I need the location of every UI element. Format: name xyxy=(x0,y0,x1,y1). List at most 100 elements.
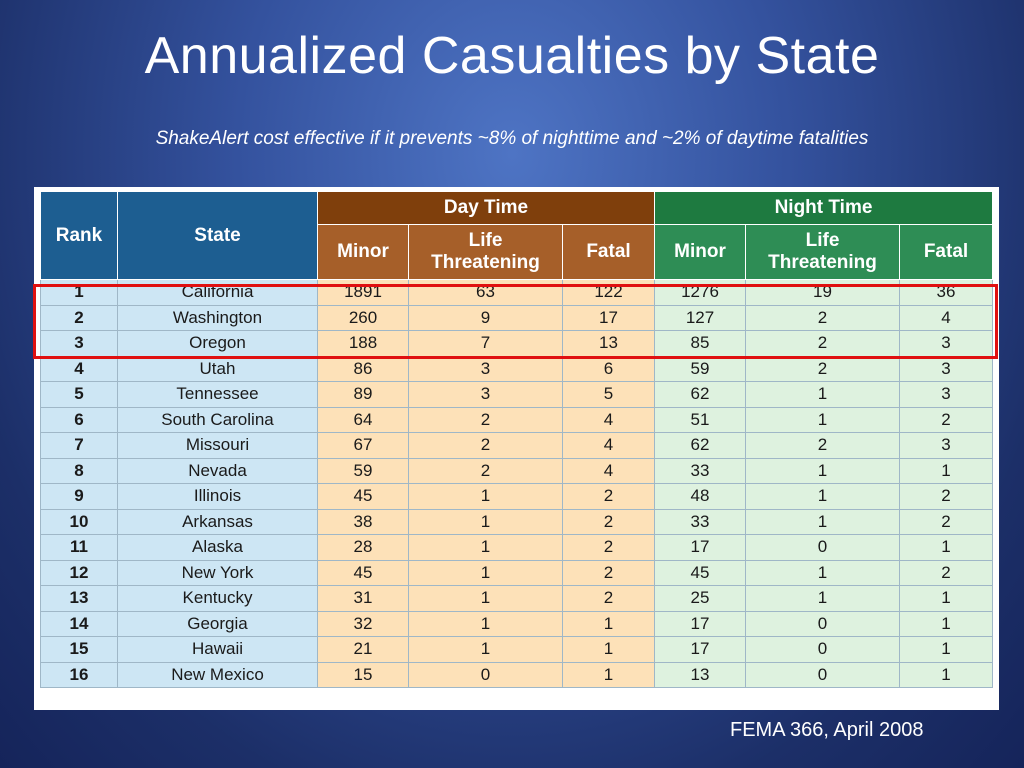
day-life-threatening-cell: 0 xyxy=(408,661,563,688)
day-fatal-cell: 4 xyxy=(562,432,655,459)
header-night-time: Night Time xyxy=(654,191,993,225)
table-row: 8 Nevada 59 2 4 33 1 1 xyxy=(40,457,993,484)
day-fatal-cell: 5 xyxy=(562,381,655,408)
night-fatal-cell: 4 xyxy=(899,304,993,331)
day-minor-cell: 28 xyxy=(317,534,409,561)
day-life-threatening-cell: 1 xyxy=(408,483,563,510)
night-fatal-cell: 1 xyxy=(899,610,993,637)
night-minor-cell: 17 xyxy=(654,534,746,561)
casualties-table-panel: Rank State Day Time Night Time Minor Lif… xyxy=(34,187,999,710)
night-minor-cell: 13 xyxy=(654,661,746,688)
header-night-life-label-1: Life xyxy=(805,230,840,251)
table-row: 11 Alaska 28 1 2 17 0 1 xyxy=(40,534,993,561)
night-life-threatening-cell: 1 xyxy=(745,457,900,484)
night-fatal-cell: 1 xyxy=(899,636,993,663)
table-row: 4 Utah 86 3 6 59 2 3 xyxy=(40,355,993,382)
night-fatal-cell: 2 xyxy=(899,406,993,433)
state-cell: New York xyxy=(117,559,318,586)
rank-cell: 1 xyxy=(40,279,118,306)
day-life-threatening-cell: 1 xyxy=(408,559,563,586)
day-life-threatening-cell: 63 xyxy=(408,279,563,306)
day-fatal-cell: 122 xyxy=(562,279,655,306)
table-row: 10 Arkansas 38 1 2 33 1 2 xyxy=(40,508,993,535)
state-cell: Kentucky xyxy=(117,585,318,612)
slide-subtitle: ShakeAlert cost effective if it prevents… xyxy=(155,128,869,149)
night-minor-cell: 127 xyxy=(654,304,746,331)
day-fatal-cell: 1 xyxy=(562,661,655,688)
night-fatal-cell: 1 xyxy=(899,585,993,612)
table-body: 1 California 1891 63 122 1276 19 36 2 Washington 2… xyxy=(40,279,993,688)
state-cell: Alaska xyxy=(117,534,318,561)
state-cell: New Mexico xyxy=(117,661,318,688)
day-life-threatening-cell: 3 xyxy=(408,355,563,382)
night-life-threatening-cell: 2 xyxy=(745,432,900,459)
day-fatal-cell: 2 xyxy=(562,534,655,561)
night-minor-cell: 59 xyxy=(654,355,746,382)
night-life-threatening-cell: 0 xyxy=(745,610,900,637)
night-minor-cell: 33 xyxy=(654,457,746,484)
night-life-threatening-cell: 1 xyxy=(745,406,900,433)
table-row: 16 New Mexico 15 0 1 13 0 1 xyxy=(40,661,993,688)
header-night-life-label-2: Threatening xyxy=(768,252,877,273)
day-minor-cell: 38 xyxy=(317,508,409,535)
table-row: 14 Georgia 32 1 1 17 0 1 xyxy=(40,610,993,637)
night-life-threatening-cell: 1 xyxy=(745,381,900,408)
state-cell: Hawaii xyxy=(117,636,318,663)
rank-cell: 7 xyxy=(40,432,118,459)
header-day-life-threatening: Life Threatening xyxy=(408,224,563,280)
state-cell: South Carolina xyxy=(117,406,318,433)
source-citation: FEMA 366, April 2008 xyxy=(730,719,924,741)
day-life-threatening-cell: 1 xyxy=(408,534,563,561)
day-fatal-cell: 2 xyxy=(562,585,655,612)
rank-cell: 6 xyxy=(40,406,118,433)
table-row: 15 Hawaii 21 1 1 17 0 1 xyxy=(40,636,993,663)
state-cell: Tennessee xyxy=(117,381,318,408)
rank-cell: 12 xyxy=(40,559,118,586)
rank-cell: 5 xyxy=(40,381,118,408)
night-minor-cell: 51 xyxy=(654,406,746,433)
header-day-fatal: Fatal xyxy=(562,224,655,280)
state-cell: Washington xyxy=(117,304,318,331)
night-life-threatening-cell: 0 xyxy=(745,636,900,663)
day-life-threatening-cell: 1 xyxy=(408,585,563,612)
night-life-threatening-cell: 2 xyxy=(745,355,900,382)
night-minor-cell: 17 xyxy=(654,636,746,663)
state-cell: Arkansas xyxy=(117,508,318,535)
night-fatal-cell: 1 xyxy=(899,661,993,688)
day-life-threatening-cell: 1 xyxy=(408,636,563,663)
header-day-life-label-1: Life xyxy=(468,230,503,251)
day-minor-cell: 15 xyxy=(317,661,409,688)
night-fatal-cell: 2 xyxy=(899,508,993,535)
day-minor-cell: 260 xyxy=(317,304,409,331)
day-minor-cell: 45 xyxy=(317,483,409,510)
day-fatal-cell: 6 xyxy=(562,355,655,382)
day-fatal-cell: 4 xyxy=(562,457,655,484)
night-minor-cell: 45 xyxy=(654,559,746,586)
casualties-table: Rank State Day Time Night Time Minor Lif… xyxy=(40,191,993,688)
night-minor-cell: 62 xyxy=(654,432,746,459)
night-fatal-cell: 3 xyxy=(899,355,993,382)
day-life-threatening-cell: 1 xyxy=(408,610,563,637)
table-row: 13 Kentucky 31 1 2 25 1 1 xyxy=(40,585,993,612)
state-cell: Utah xyxy=(117,355,318,382)
day-fatal-cell: 2 xyxy=(562,483,655,510)
day-minor-cell: 31 xyxy=(317,585,409,612)
night-life-threatening-cell: 1 xyxy=(745,585,900,612)
rank-cell: 11 xyxy=(40,534,118,561)
header-day-life-label-2: Threatening xyxy=(431,252,540,273)
night-life-threatening-cell: 19 xyxy=(745,279,900,306)
table-row: 1 California 1891 63 122 1276 19 36 xyxy=(40,279,993,306)
table-row: 7 Missouri 67 2 4 62 2 3 xyxy=(40,432,993,459)
night-fatal-cell: 2 xyxy=(899,483,993,510)
day-life-threatening-cell: 2 xyxy=(408,406,563,433)
night-minor-cell: 17 xyxy=(654,610,746,637)
day-life-threatening-cell: 2 xyxy=(408,432,563,459)
header-night-minor: Minor xyxy=(654,224,746,280)
day-life-threatening-cell: 3 xyxy=(408,381,563,408)
night-minor-cell: 62 xyxy=(654,381,746,408)
day-minor-cell: 64 xyxy=(317,406,409,433)
state-cell: California xyxy=(117,279,318,306)
rank-cell: 8 xyxy=(40,457,118,484)
night-fatal-cell: 1 xyxy=(899,534,993,561)
header-day-time: Day Time xyxy=(317,191,655,225)
